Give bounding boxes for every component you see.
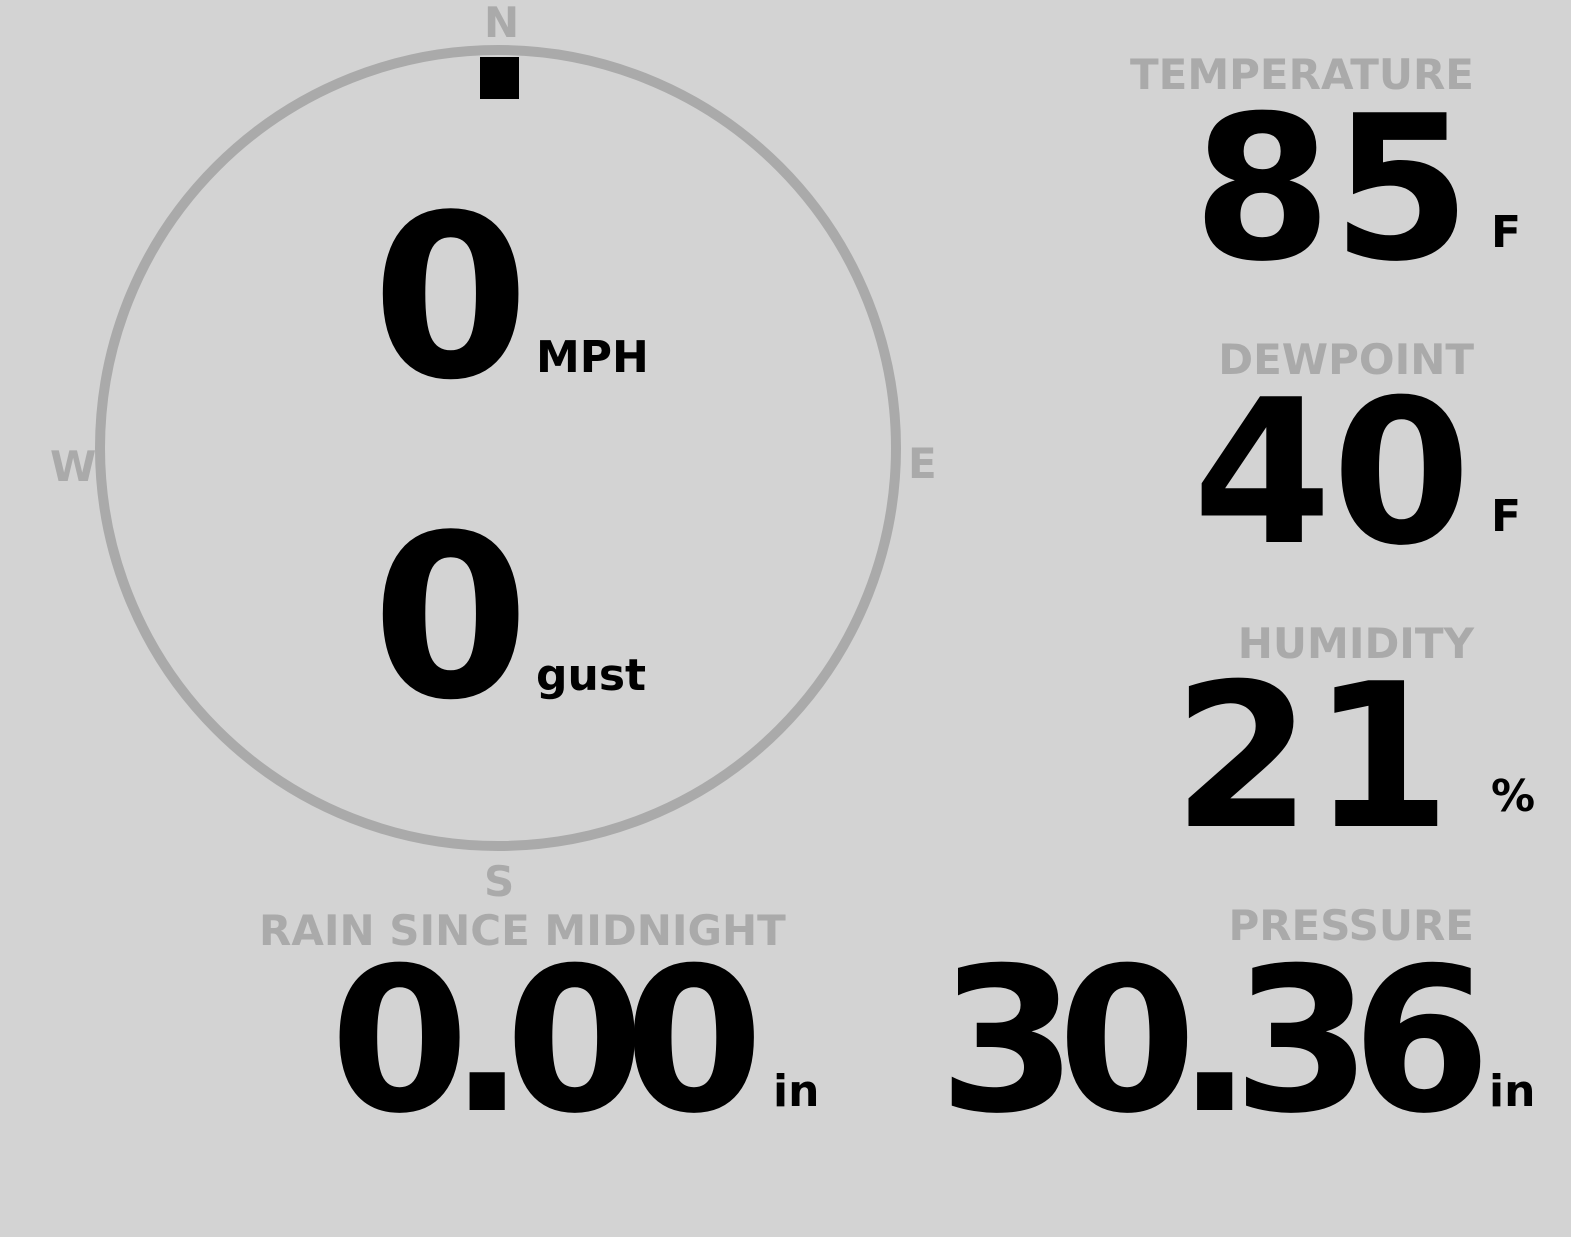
wind-gust-label: gust bbox=[536, 650, 647, 701]
rain-unit: in bbox=[773, 1066, 820, 1117]
temperature-unit: F bbox=[1491, 207, 1522, 258]
compass-south-label: S bbox=[484, 857, 515, 906]
rain-label: RAIN SINCE MIDNIGHT bbox=[259, 906, 786, 955]
humidity-label: HUMIDITY bbox=[1237, 619, 1474, 668]
wind-speed-unit: MPH bbox=[536, 332, 649, 383]
rain-value: 0.00 bbox=[330, 925, 763, 1158]
compass-east-label: E bbox=[908, 439, 937, 488]
wind-direction-marker bbox=[480, 57, 519, 99]
dewpoint-value: 40 bbox=[1192, 357, 1471, 590]
compass-north-label: N bbox=[484, 0, 520, 47]
compass-ring bbox=[95, 45, 901, 851]
temperature-label: TEMPERATURE bbox=[1130, 50, 1474, 99]
humidity-unit: % bbox=[1491, 771, 1536, 822]
temperature-value: 85 bbox=[1192, 73, 1471, 306]
wind-gust-value: 0 bbox=[372, 487, 530, 750]
pressure-label: PRESSURE bbox=[1228, 901, 1474, 950]
compass-west-label: W bbox=[50, 442, 97, 491]
dewpoint-unit: F bbox=[1491, 491, 1522, 542]
wind-speed-value: 0 bbox=[372, 167, 530, 430]
dewpoint-label: DEWPOINT bbox=[1218, 335, 1474, 384]
pressure-unit: in bbox=[1489, 1066, 1536, 1117]
pressure-value: 30.36 bbox=[938, 925, 1491, 1158]
humidity-value: 21 bbox=[1172, 641, 1451, 874]
